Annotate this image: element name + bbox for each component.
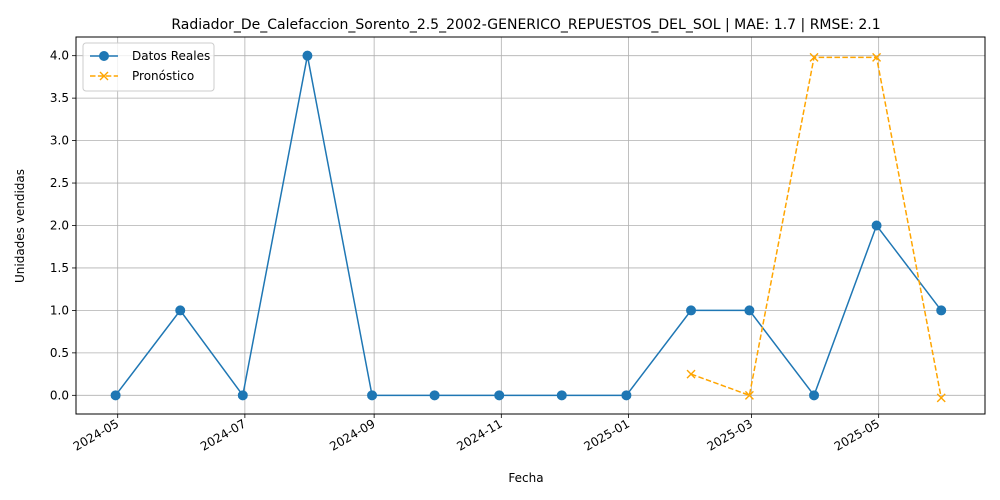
data-point <box>809 52 819 62</box>
data-point <box>686 369 696 379</box>
y-tick-label: 0.5 <box>50 346 69 360</box>
data-point <box>872 52 882 62</box>
x-axis-label: Fecha <box>508 471 543 485</box>
series-1 <box>686 52 946 403</box>
series-line <box>115 55 942 398</box>
x-tick-label: 2024-11 <box>454 416 504 453</box>
data-point <box>175 305 186 316</box>
series-0 <box>110 50 947 401</box>
data-point <box>429 390 440 401</box>
legend: Datos Reales Pronóstico <box>82 42 215 92</box>
legend-marker <box>99 71 109 81</box>
y-tick-label: 3.5 <box>50 91 69 105</box>
data-point <box>556 390 567 401</box>
x-tick-label: 2025-05 <box>832 416 882 453</box>
y-tick-label: 2.0 <box>50 219 69 233</box>
data-point <box>936 393 946 403</box>
data-point <box>936 305 947 316</box>
grid <box>76 37 985 414</box>
data-point <box>110 390 121 401</box>
x-tick-label: 2025-03 <box>705 416 755 453</box>
y-axis-label: Unidades vendidas <box>13 169 27 283</box>
data-point <box>367 390 378 401</box>
x-tick-label: 2024-09 <box>327 416 377 453</box>
x-axis: 2024-05 2024-07 2024-09 2024-11 2025-01 2025-… <box>71 414 882 454</box>
y-tick-label: 2.5 <box>50 176 69 190</box>
y-axis: 0.0 0.5 1.0 1.5 2.0 2.5 3.0 3.5 4.0 <box>50 49 76 402</box>
x-tick-label: 2024-05 <box>71 416 121 453</box>
data-point <box>302 50 313 61</box>
data-point <box>744 305 755 316</box>
legend-label: Datos Reales <box>132 49 210 63</box>
chart-title: Radiador_De_Calefaccion_Sorento_2.5_2002… <box>171 17 880 33</box>
y-tick-label: 3.0 <box>50 134 69 148</box>
data-point <box>621 390 632 401</box>
x-tick-label: 2025-01 <box>582 416 632 453</box>
data-point <box>237 390 248 401</box>
y-tick-label: 1.5 <box>50 261 69 275</box>
y-tick-label: 4.0 <box>50 49 69 63</box>
y-tick-label: 1.0 <box>50 303 69 317</box>
data-point <box>871 220 882 231</box>
legend-label: Pronóstico <box>132 69 194 83</box>
data-point <box>686 305 697 316</box>
legend-item: Datos Reales <box>90 49 210 63</box>
x-tick-label: 2024-07 <box>198 416 248 453</box>
legend-box <box>82 42 215 92</box>
legend-marker <box>99 51 109 61</box>
series-line <box>690 56 942 399</box>
y-tick-label: 0.0 <box>50 388 69 402</box>
series-layer <box>110 50 947 403</box>
legend-item: Pronóstico <box>90 69 194 83</box>
data-point <box>809 390 820 401</box>
data-point <box>494 390 505 401</box>
data-point <box>744 390 754 400</box>
